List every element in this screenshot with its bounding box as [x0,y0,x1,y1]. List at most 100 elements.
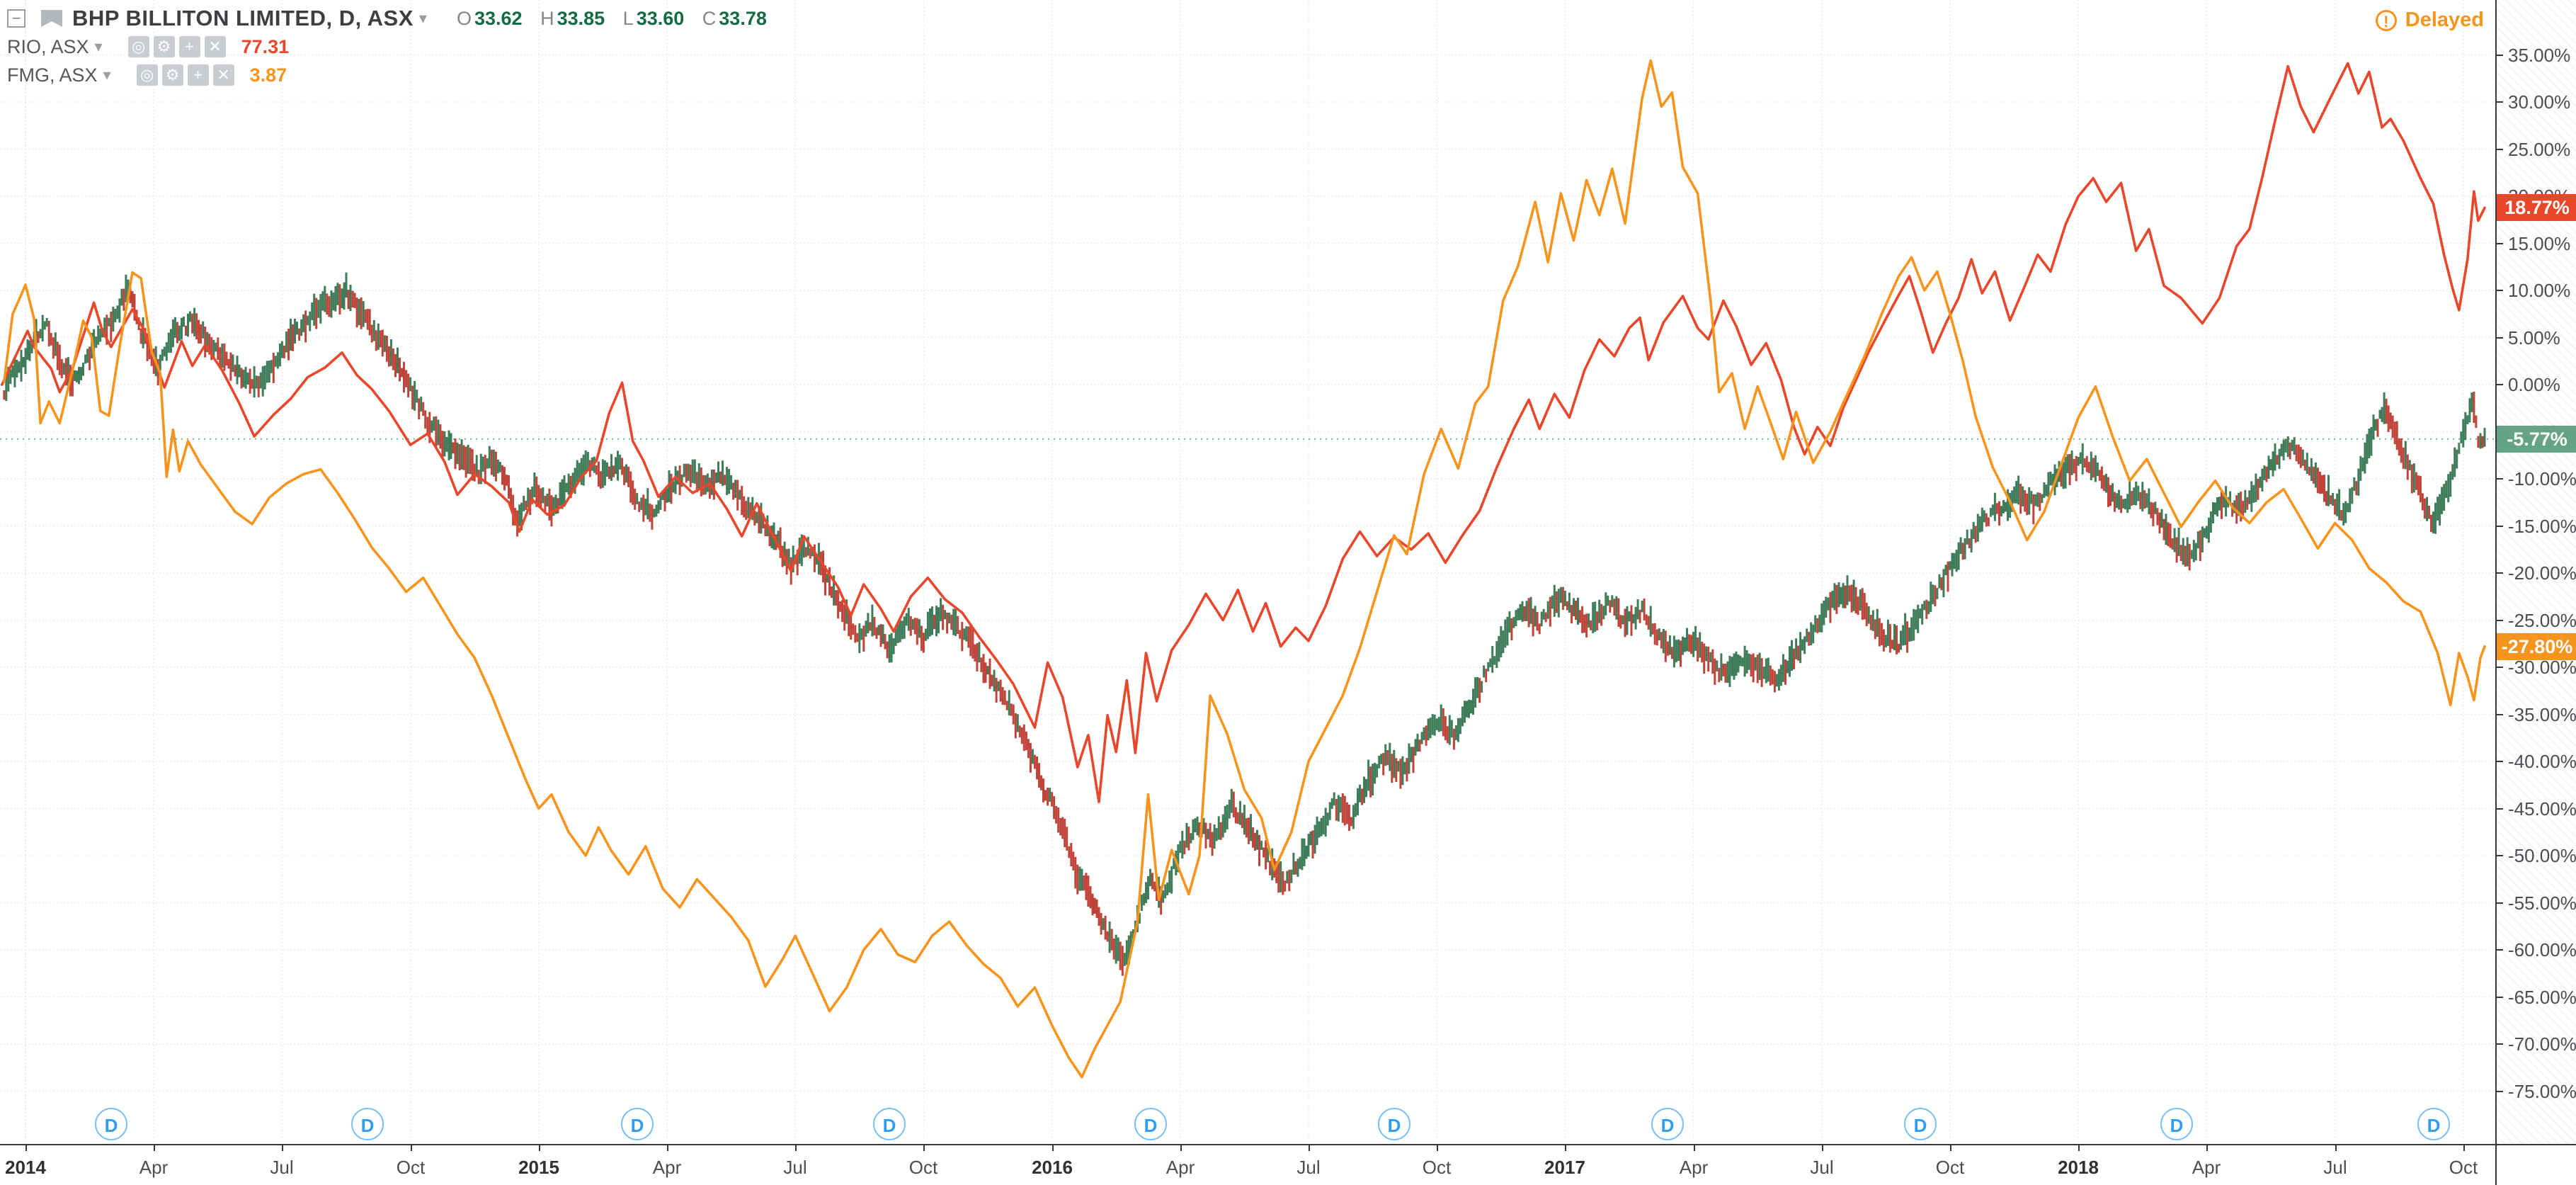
eye-icon[interactable]: ◎ [136,64,158,86]
time-tick [667,1144,668,1151]
price-tick-label: 30.00% [2508,91,2571,113]
time-tick [1694,1144,1695,1151]
time-tick [1309,1144,1310,1151]
close-icon[interactable]: ✕ [204,36,226,57]
price-tick [2497,55,2503,56]
price-tick [2497,384,2503,385]
time-tick [2206,1144,2208,1151]
price-tick [2497,478,2503,480]
collapse-icon[interactable]: − [7,9,25,28]
compare-symbol-row: RIO, ASX ▾ ◎ ⚙ + ✕ 77.31 [7,33,767,61]
time-tick [1950,1144,1951,1151]
time-tick [2335,1144,2337,1151]
price-tick [2497,101,2503,103]
time-tick-label: Apr [652,1157,682,1178]
time-tick-label: Oct [2449,1157,2478,1178]
low-label: L [622,7,634,29]
time-tick-label: Jul [270,1157,294,1178]
rio-line-series[interactable] [0,62,2486,803]
close-label: C [702,7,717,29]
price-tick-label: -45.00% [2508,798,2576,820]
dividend-marker[interactable]: D [2160,1108,2193,1140]
time-tick-label: Apr [1166,1157,1195,1178]
chevron-down-icon[interactable]: ▾ [103,66,111,84]
price-tick [2497,149,2503,150]
dividend-marker[interactable]: D [1378,1108,1410,1140]
time-axis[interactable]: 2014 Apr Jul Oct 2015 Apr Jul Oct 2016 Apr Jul Oct 2… [0,1144,2576,1185]
delayed-label: Delayed [2405,8,2484,31]
legend-pane: − BHP BILLITON LIMITED, D, ASX ▾ O 33.62 … [7,4,767,89]
dividend-marker[interactable]: D [621,1108,654,1140]
time-tick [1180,1144,1182,1151]
price-tick [2497,997,2503,998]
time-tick-label: Jul [1296,1157,1321,1178]
plus-icon[interactable]: + [187,64,209,86]
gear-icon[interactable]: ⚙ [153,36,175,57]
time-tick [1822,1144,1823,1151]
time-tick-label: 2016 [1032,1157,1073,1178]
fmg-line-series[interactable] [3,59,2486,1079]
compare-symbol-label[interactable]: RIO, ASX [7,35,89,57]
dividend-marker[interactable]: D [351,1108,384,1140]
compare-symbol-label[interactable]: FMG, ASX [7,64,98,86]
time-tick [539,1144,540,1151]
gear-icon[interactable]: ⚙ [161,64,183,86]
price-tick-label: -75.00% [2508,1081,2576,1102]
axis-corner [2495,1144,2576,1185]
time-tick-label: Apr [1679,1157,1709,1178]
price-tick-label: 15.00% [2508,233,2571,254]
price-tick-label: -20.00% [2508,562,2576,584]
price-tick-label: -35.00% [2508,704,2576,725]
price-tick [2497,572,2503,574]
close-icon[interactable]: ✕ [212,64,234,86]
compare-last-value: 77.31 [241,35,290,57]
time-tick [2463,1144,2465,1151]
main-symbol-row[interactable]: − BHP BILLITON LIMITED, D, ASX ▾ O 33.62 … [7,4,767,33]
time-tick [1052,1144,1054,1151]
price-chart-canvas[interactable] [0,0,2495,1144]
dividend-marker[interactable]: D [1134,1108,1167,1140]
time-tick-label: 2014 [5,1157,46,1178]
delayed-badge: ! Delayed [2375,8,2484,32]
price-tick-label: -60.00% [2508,939,2576,960]
dividend-marker[interactable]: D [873,1108,906,1140]
price-tick-label: 10.00% [2508,280,2571,301]
price-tick [2497,620,2503,621]
price-tick-label: -25.00% [2508,610,2576,631]
high-value: 33.85 [557,7,605,29]
time-tick-label: Apr [139,1157,169,1178]
price-tick-label: -10.00% [2508,468,2576,489]
chevron-down-icon[interactable]: ▾ [94,38,103,55]
warning-icon: ! [2375,9,2397,31]
bhp-bars-series[interactable] [3,272,2486,976]
dividend-marker[interactable]: D [95,1108,127,1140]
dividend-marker[interactable]: D [2417,1108,2450,1140]
dividend-marker[interactable]: D [1904,1108,1937,1140]
price-tick [2497,1091,2503,1092]
eye-icon[interactable]: ◎ [127,36,149,57]
close-value: 33.78 [719,7,767,29]
main-symbol-title[interactable]: BHP BILLITON LIMITED, D, ASX [72,6,414,30]
price-tick [2497,667,2503,668]
compare-symbol-row: FMG, ASX ▾ ◎ ⚙ + ✕ 3.87 [7,61,767,89]
price-axis[interactable]: 35.00%30.00%25.00%20.00%15.00%10.00%5.00… [2495,0,2576,1144]
price-tick-label: -40.00% [2508,751,2576,772]
dividend-marker[interactable]: D [1651,1108,1684,1140]
price-badge: 18.77% [2497,194,2576,221]
price-badge: -5.77% [2497,426,2576,453]
price-tick-label: 25.00% [2508,139,2571,160]
time-tick [25,1144,27,1151]
high-label: H [540,7,554,29]
price-tick [2497,337,2503,339]
open-value: 33.62 [474,7,523,29]
time-tick-label: 2017 [1544,1157,1585,1178]
chevron-down-icon[interactable]: ▾ [418,9,427,27]
plus-icon[interactable]: + [178,36,200,57]
time-tick [282,1144,283,1151]
price-tick-label: -50.00% [2508,845,2576,866]
time-tick-label: Jul [2323,1157,2347,1178]
price-tick-label: 0.00% [2508,374,2560,395]
flag-icon[interactable] [41,10,62,27]
time-tick [1565,1144,1566,1151]
